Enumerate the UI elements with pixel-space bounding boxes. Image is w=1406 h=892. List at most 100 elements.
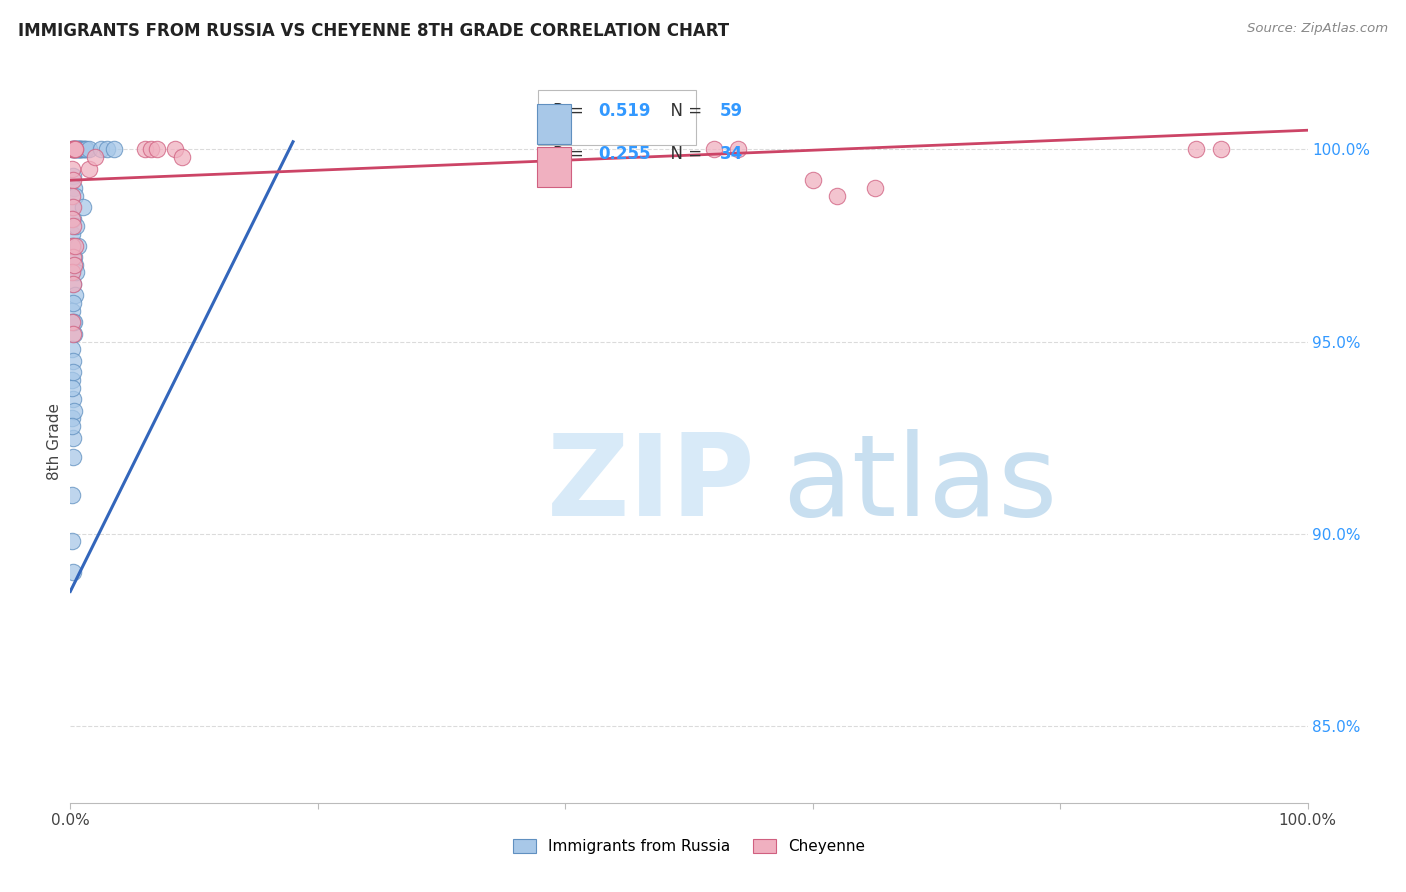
Point: [63, 250, 86, 264]
Point: [62, 200, 84, 214]
Point: [65, 258, 87, 272]
FancyBboxPatch shape: [537, 104, 571, 144]
Point: [66, 143, 89, 157]
Point: [63, 181, 86, 195]
Point: [60, 381, 83, 395]
Point: [727, 143, 749, 157]
Text: Source: ZipAtlas.com: Source: ZipAtlas.com: [1247, 22, 1388, 36]
Point: [63, 326, 86, 341]
Point: [60, 419, 83, 434]
Point: [134, 143, 156, 157]
Point: [60, 227, 83, 241]
Point: [63, 143, 86, 157]
Point: [62, 354, 84, 368]
Point: [62, 365, 84, 379]
Point: [60, 143, 83, 157]
Point: [62, 173, 84, 187]
Point: [63, 288, 86, 302]
Point: [65, 188, 87, 202]
Text: R =: R =: [553, 102, 589, 120]
Point: [103, 143, 125, 157]
Point: [60, 373, 83, 387]
Point: [62, 277, 84, 291]
Point: [62, 238, 84, 252]
Point: [60, 265, 83, 279]
Point: [60, 304, 83, 318]
Point: [62, 169, 84, 184]
Point: [69, 143, 91, 157]
Point: [84, 150, 107, 164]
Point: [60, 161, 83, 176]
Point: [63, 143, 86, 157]
Point: [96, 143, 118, 157]
Point: [863, 181, 886, 195]
Point: [62, 450, 84, 464]
Text: R =         N =    
  R =         N =: R = N = R = N =: [547, 98, 688, 137]
Point: [70, 143, 93, 157]
Text: N =: N =: [661, 102, 707, 120]
Point: [62, 250, 84, 264]
Point: [60, 315, 83, 329]
Point: [62, 277, 84, 291]
Point: [146, 143, 169, 157]
Point: [77, 161, 100, 176]
Text: 0.519: 0.519: [599, 102, 651, 120]
Point: [73, 143, 96, 157]
Point: [62, 392, 84, 407]
Text: R =: R =: [553, 145, 589, 163]
Point: [63, 238, 86, 252]
Point: [139, 143, 162, 157]
Point: [77, 143, 100, 157]
Point: [801, 173, 824, 187]
Point: [62, 219, 84, 234]
Point: [170, 150, 193, 164]
Point: [60, 200, 83, 214]
Point: [1209, 143, 1232, 157]
Text: ZIP: ZIP: [547, 429, 755, 541]
Point: [69, 143, 91, 157]
Point: [62, 431, 84, 445]
Text: 34: 34: [720, 145, 744, 163]
Point: [703, 143, 725, 157]
Point: [90, 143, 112, 157]
Text: 59: 59: [720, 102, 742, 120]
Point: [165, 143, 187, 157]
Point: [63, 143, 86, 157]
Point: [65, 143, 87, 157]
Point: [67, 143, 90, 157]
Point: [62, 211, 84, 226]
Point: [60, 343, 83, 357]
Point: [62, 143, 84, 157]
Point: [63, 315, 86, 329]
Text: atlas: atlas: [782, 429, 1057, 541]
Point: [67, 143, 90, 157]
Point: [827, 188, 849, 202]
FancyBboxPatch shape: [537, 147, 571, 187]
Legend: Immigrants from Russia, Cheyenne: Immigrants from Russia, Cheyenne: [506, 833, 872, 860]
Point: [62, 143, 84, 157]
Text: IMMIGRANTS FROM RUSSIA VS CHEYENNE 8TH GRADE CORRELATION CHART: IMMIGRANTS FROM RUSSIA VS CHEYENNE 8TH G…: [18, 22, 730, 40]
Point: [62, 315, 84, 329]
Point: [75, 143, 97, 157]
Point: [66, 143, 89, 157]
Point: [63, 143, 86, 157]
Point: [62, 296, 84, 310]
Point: [72, 143, 94, 157]
Point: [69, 143, 91, 157]
Point: [62, 565, 84, 579]
Point: [60, 265, 83, 279]
Point: [1185, 143, 1208, 157]
Point: [72, 200, 94, 214]
Point: [60, 143, 83, 157]
Point: [65, 219, 87, 234]
Point: [60, 488, 83, 502]
Point: [60, 411, 83, 425]
Point: [62, 326, 84, 341]
Point: [60, 211, 83, 226]
Point: [65, 143, 87, 157]
Point: [60, 534, 83, 549]
Text: N =: N =: [661, 145, 707, 163]
Point: [63, 404, 86, 418]
Point: [63, 258, 86, 272]
Point: [60, 238, 83, 252]
